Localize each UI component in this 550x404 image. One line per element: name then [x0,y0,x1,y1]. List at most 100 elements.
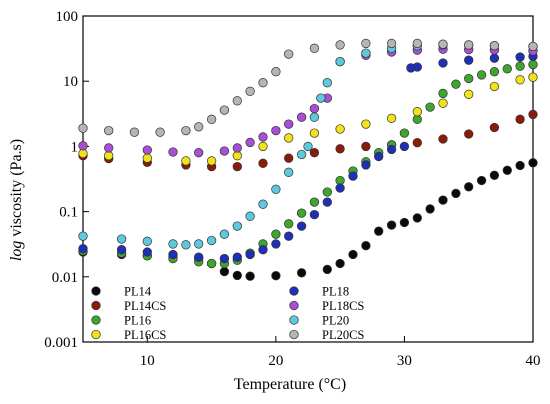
data-point [284,153,294,163]
series-pl20cs [78,38,538,137]
data-point [412,38,422,49]
data-point [296,268,307,278]
data-point [206,156,217,166]
data-point [104,125,114,136]
data-point [232,252,242,262]
data-point [425,204,435,214]
data-point [245,249,255,260]
y-axis-label-log: log [8,241,25,261]
data-point [219,105,230,115]
data-point [438,134,448,144]
data-point [232,96,242,106]
data-point [258,199,268,209]
legend-marker [91,315,101,325]
data-point [489,53,500,63]
data-point [303,141,313,152]
data-point [464,55,474,65]
y-tick-label: 10 [63,74,78,90]
data-point [296,112,307,122]
data-point [335,183,345,193]
data-point [258,78,268,88]
series-pl18 [78,51,538,264]
data-point [335,124,345,134]
data-point [181,240,191,250]
data-point [476,175,487,186]
data-point [232,270,242,281]
data-point [335,258,345,269]
y-tick-label: 0.01 [52,270,78,286]
data-point [464,73,474,84]
data-point [168,249,178,260]
y-tick-label: 100 [56,9,79,25]
data-point [451,79,461,89]
data-point [322,264,332,275]
data-point [515,52,525,62]
data-point [412,107,422,117]
plot-area: 10 20 30 40 100 10 1 0.1 0.01 0.001 [44,9,540,369]
data-point [78,231,88,241]
data-point [104,143,114,153]
legend-label: PL14CS [124,299,166,313]
data-point [489,67,500,77]
data-point [284,133,294,143]
data-point [271,125,281,136]
data-point [296,221,307,231]
data-point [361,119,371,129]
data-point [412,62,422,72]
data-point [489,81,500,92]
data-point [142,153,152,163]
data-point [489,41,500,51]
series-pl20 [78,40,538,250]
data-point [322,187,332,197]
data-point [194,148,204,158]
data-point [386,38,397,49]
data-point [361,160,371,170]
data-point [451,188,461,199]
data-point [361,141,371,152]
data-point [322,197,332,207]
data-point [464,129,474,139]
data-point [316,93,326,103]
data-point [374,151,384,162]
legend-item-pl20: PL20 [289,314,349,328]
data-point [181,125,191,136]
data-point [181,156,191,166]
data-point [528,109,538,120]
data-point [206,258,217,269]
data-point [284,49,294,59]
data-point [489,170,500,180]
data-point [206,114,217,124]
legend-label: PL16CS [124,328,166,342]
data-point [464,89,474,99]
data-point [502,64,512,74]
data-point [386,220,397,230]
legend-marker [91,286,101,296]
data-point [399,128,410,138]
data-point [528,158,538,168]
data-point [438,98,448,108]
data-point [116,245,127,255]
data-point [142,145,152,155]
data-point [515,61,525,71]
data-point [438,195,448,205]
data-point [78,141,88,151]
data-point [284,167,294,177]
data-point [322,78,332,88]
data-point [104,151,114,161]
data-point [438,58,448,68]
data-point [258,132,268,142]
legend-item-pl16: PL16 [91,314,151,328]
data-point [309,43,320,53]
data-point [309,112,320,122]
data-point [515,75,525,85]
legend-item-pl18cs: PL18CS [289,299,364,313]
data-point [361,38,371,49]
data-point [245,137,255,148]
x-tick-label: 20 [268,353,283,369]
x-tick-label: 30 [397,353,412,369]
legend-label: PL18 [322,285,349,299]
data-point [348,249,358,260]
data-point [245,211,255,221]
